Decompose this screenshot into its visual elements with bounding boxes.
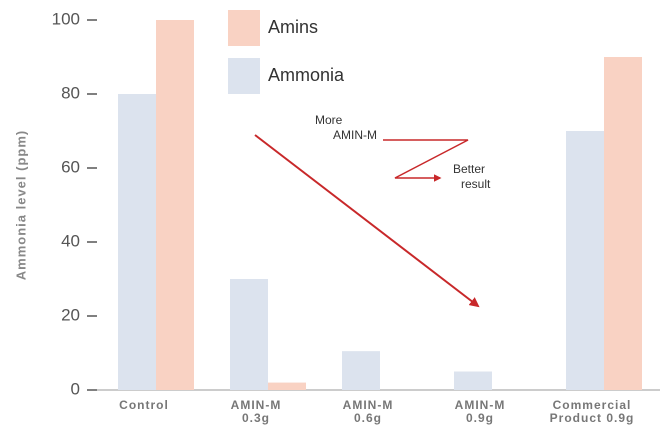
y-tick-label: 80 — [61, 83, 80, 102]
y-tick-label: 20 — [61, 305, 80, 324]
annotation-line: Better — [453, 162, 485, 176]
annotation-arrows — [254, 134, 480, 308]
y-axis-label: Ammonia level (ppm) — [13, 130, 28, 280]
annotation-line: More — [315, 113, 343, 127]
legend-swatch — [228, 58, 260, 94]
y-tick-label: 100 — [52, 9, 80, 28]
y-tick-label: 0 — [71, 379, 80, 398]
x-tick-line: AMIN-M — [343, 398, 394, 412]
legend-label: Amins — [268, 17, 318, 37]
annotation-line: AMIN-M — [333, 128, 377, 142]
y-tick-label: 40 — [61, 231, 80, 250]
legend-label: Ammonia — [268, 65, 345, 85]
bar — [342, 351, 380, 390]
x-tick-label: Control — [119, 398, 169, 412]
x-tick-label: Commercial Product 0.9g — [550, 398, 635, 425]
x-tick-line: 0.3g — [242, 411, 270, 425]
bar — [156, 20, 194, 390]
x-tick-line: Control — [119, 398, 169, 412]
x-tick-line: Product 0.9g — [550, 411, 635, 425]
bar — [268, 382, 306, 390]
y-tick-label: 60 — [61, 157, 80, 176]
bar — [230, 279, 268, 390]
annotation-line: result — [461, 177, 491, 191]
annotation: Better result — [453, 162, 491, 191]
x-tick-line: 0.9g — [466, 411, 494, 425]
bar — [604, 57, 642, 390]
annotation: More AMIN-M — [315, 113, 377, 142]
x-tick-line: Commercial — [553, 398, 632, 412]
legend-swatch — [228, 10, 260, 46]
x-tick-label: AMIN-M 0.9g — [455, 398, 506, 425]
x-tick-line: AMIN-M — [231, 398, 282, 412]
x-tick-line: AMIN-M — [455, 398, 506, 412]
x-tick-label: AMIN-M 0.6g — [343, 398, 394, 425]
bar — [454, 371, 492, 390]
x-tick-line: 0.6g — [354, 411, 382, 425]
x-tick-label: AMIN-M 0.3g — [231, 398, 282, 425]
bar — [118, 94, 156, 390]
bar — [566, 131, 604, 390]
